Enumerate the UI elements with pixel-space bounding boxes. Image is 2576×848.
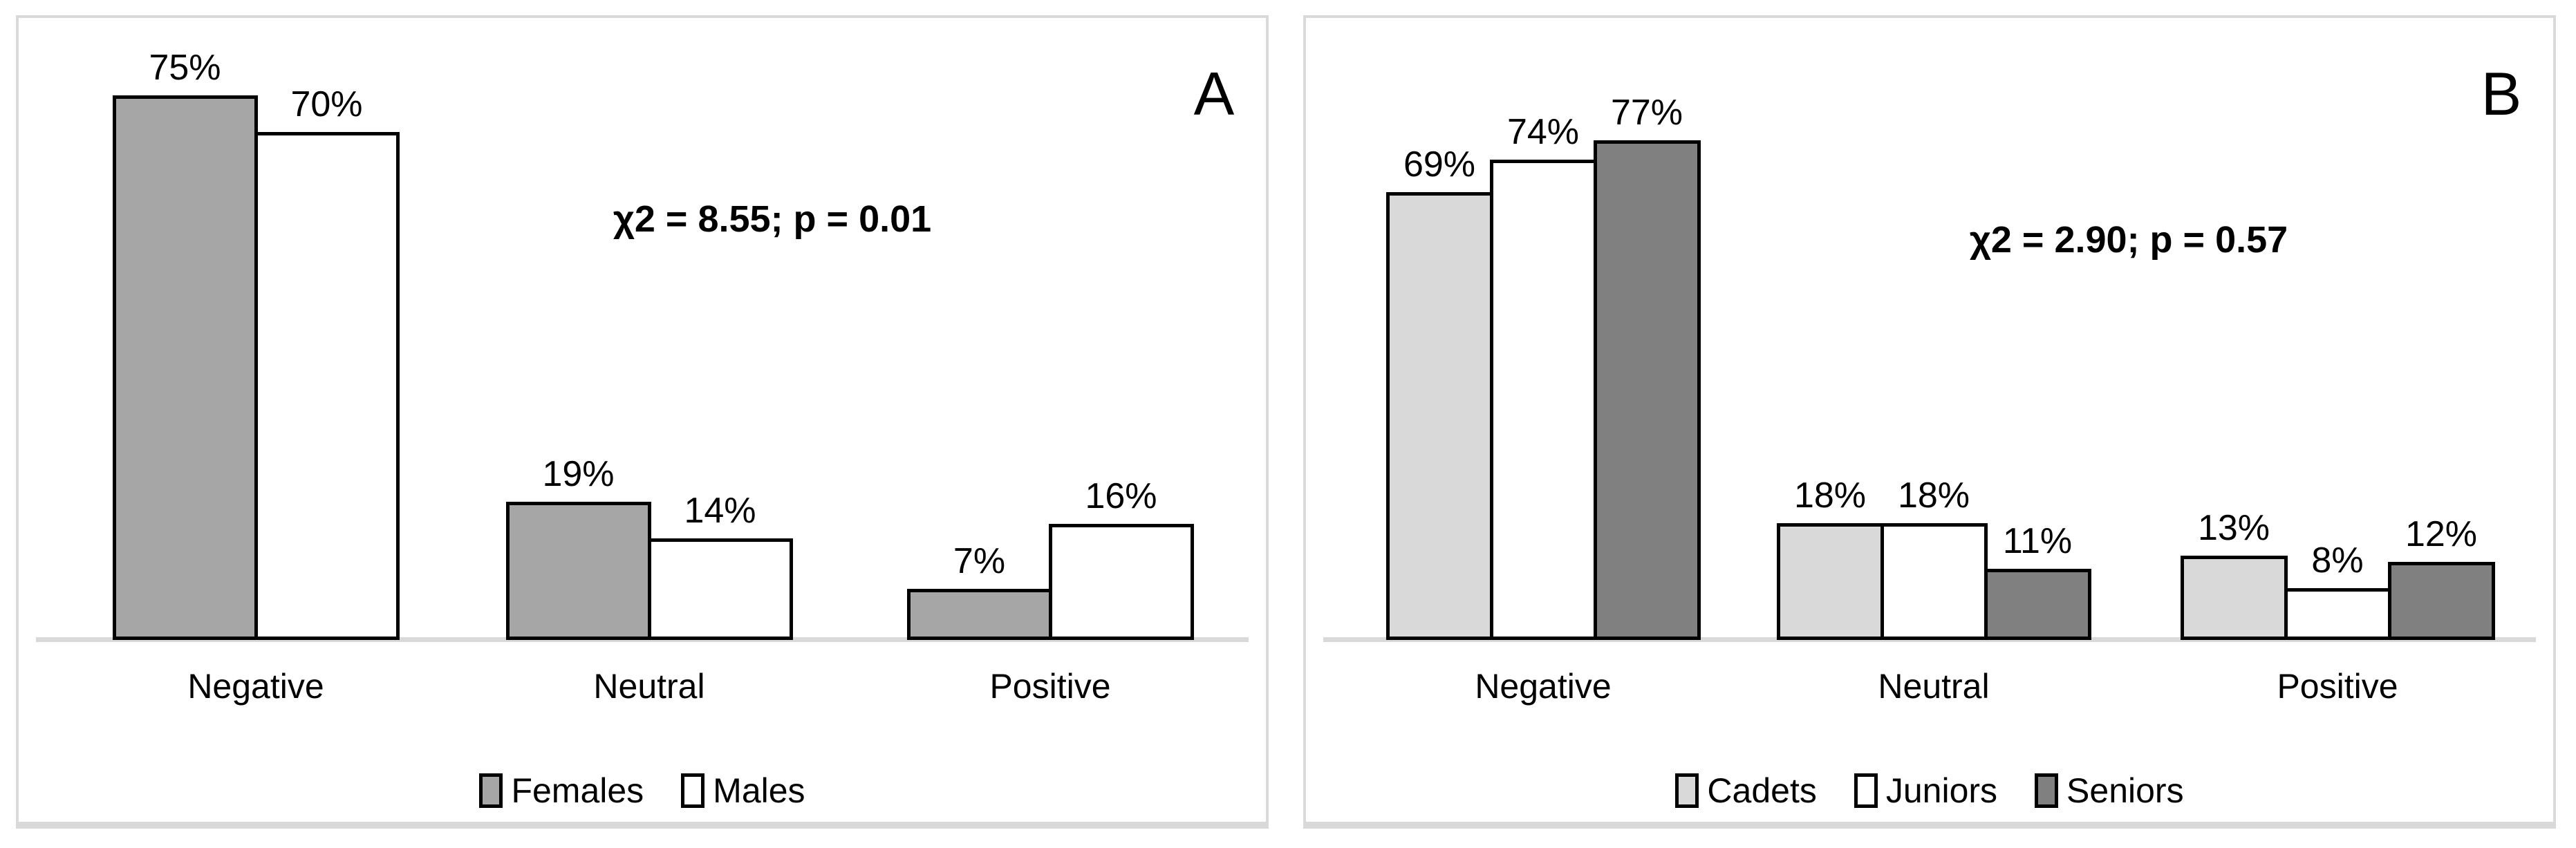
value-label-males-neutral: 14% (684, 491, 756, 531)
category-label-negative: Negative (187, 667, 324, 706)
value-label-males-negative: 70% (290, 84, 363, 124)
bar-juniors-negative (1489, 160, 1597, 640)
bar-slot-males-neutral: 14% (647, 493, 793, 640)
bar-seniors-positive (2387, 562, 2495, 640)
legend-swatch-cadets (1675, 773, 1699, 808)
value-label-cadets-positive: 13% (2197, 508, 2270, 548)
chi-square-annotation-b: χ2 = 2.90; p = 0.57 (1969, 219, 2288, 261)
category-label-neutral: Neutral (1878, 667, 1990, 706)
value-label-juniors-neutral: 18% (1897, 475, 1970, 516)
bar-slot-males-positive: 16% (1048, 478, 1194, 640)
value-label-males-positive: 16% (1085, 476, 1157, 516)
bar-females-negative (112, 95, 258, 640)
bar-males-neutral (647, 538, 793, 640)
bar-group-neutral: 19% 14% (505, 456, 793, 640)
bar-slot-females-positive: 7% (906, 543, 1052, 640)
panel-label-b: B (2481, 59, 2522, 128)
bar-females-neutral (505, 502, 651, 640)
bar-cadets-positive (2180, 556, 2288, 640)
bar-slot-cadets-negative: 69% (1385, 147, 1493, 640)
bar-seniors-neutral (1984, 569, 2091, 640)
bar-slot-juniors-negative: 74% (1489, 114, 1597, 640)
value-label-juniors-positive: 8% (2311, 540, 2364, 581)
bar-males-negative (254, 132, 400, 640)
legend-swatch-juniors (1854, 773, 1878, 808)
bar-males-positive (1048, 524, 1194, 640)
plot-area-b: 69% 74% 77% Negative 18% 18% 11% Neutral 13% 8% 12… (1306, 18, 2553, 704)
legend-label-cadets: Cadets (1707, 771, 1817, 810)
bar-group-negative: 69% 74% 77% (1385, 95, 1701, 640)
legend-item-seniors: Seniors (2035, 773, 2184, 808)
value-label-seniors-positive: 12% (2405, 514, 2478, 554)
value-label-juniors-negative: 74% (1506, 112, 1580, 152)
category-label-neutral: Neutral (593, 667, 705, 706)
bar-cadets-neutral (1776, 523, 1884, 640)
legend-a: Females Males (19, 773, 1266, 808)
chart-panel-b: B χ2 = 2.90; p = 0.57 69% 74% 77% Negative 1… (1303, 15, 2556, 829)
panel-label-a: A (1193, 59, 1235, 128)
chi-square-annotation-a: χ2 = 8.55; p = 0.01 (613, 198, 932, 240)
value-label-seniors-negative: 77% (1610, 93, 1683, 133)
bar-slot-seniors-positive: 12% (2387, 516, 2495, 640)
legend-item-juniors: Juniors (1854, 773, 1997, 808)
value-label-females-positive: 7% (953, 541, 1006, 581)
legend-item-females: Females (479, 773, 644, 808)
legend-label-seniors: Seniors (2066, 771, 2184, 810)
legend-item-cadets: Cadets (1675, 771, 1817, 810)
bar-females-positive (906, 589, 1052, 640)
bar-cadets-negative (1385, 192, 1493, 640)
value-label-females-neutral: 19% (542, 454, 615, 494)
category-label-negative: Negative (1475, 667, 1612, 706)
bar-slot-females-neutral: 19% (505, 456, 651, 640)
bar-group-positive: 7% 16% (906, 478, 1194, 640)
bar-group-negative: 75% 70% (112, 50, 400, 640)
legend-label-juniors: Juniors (1885, 771, 1998, 810)
legend-swatch-females (479, 773, 503, 808)
bar-slot-cadets-positive: 13% (2180, 510, 2288, 640)
value-label-cadets-neutral: 18% (1793, 475, 1867, 516)
bar-slot-juniors-positive: 8% (2284, 543, 2391, 640)
legend-label-males: Males (713, 771, 805, 810)
legend-item-males: Males (681, 773, 805, 808)
bar-seniors-negative (1593, 140, 1701, 640)
bar-slot-seniors-neutral: 11% (1984, 523, 2091, 640)
bar-group-neutral: 18% 18% 11% (1776, 478, 2091, 640)
bar-juniors-positive (2284, 588, 2391, 640)
legend-swatch-seniors (2035, 773, 2059, 808)
bar-slot-males-negative: 70% (254, 86, 400, 640)
bar-slot-seniors-negative: 77% (1593, 95, 1701, 640)
bar-group-positive: 13% 8% 12% (2180, 510, 2495, 640)
legend-label-females: Females (511, 771, 644, 810)
value-label-cadets-negative: 69% (1403, 144, 1476, 185)
bar-slot-juniors-neutral: 18% (1880, 478, 1988, 640)
bar-slot-cadets-neutral: 18% (1776, 478, 1884, 640)
value-label-females-negative: 75% (149, 48, 221, 88)
value-label-seniors-neutral: 11% (2002, 521, 2073, 561)
bar-juniors-neutral (1880, 523, 1988, 640)
category-label-positive: Positive (989, 667, 1111, 706)
plot-area-a: 75% 70% Negative 19% 14% Neutral 7% 16% Positive (19, 18, 1266, 704)
chart-panel-a: A χ2 = 8.55; p = 0.01 75% 70% Negative 19% 1… (16, 15, 1269, 829)
bar-slot-females-negative: 75% (112, 50, 258, 640)
category-label-positive: Positive (2277, 667, 2398, 706)
legend-swatch-males (681, 773, 705, 808)
legend-b: Cadets Juniors Seniors (1306, 773, 2553, 808)
